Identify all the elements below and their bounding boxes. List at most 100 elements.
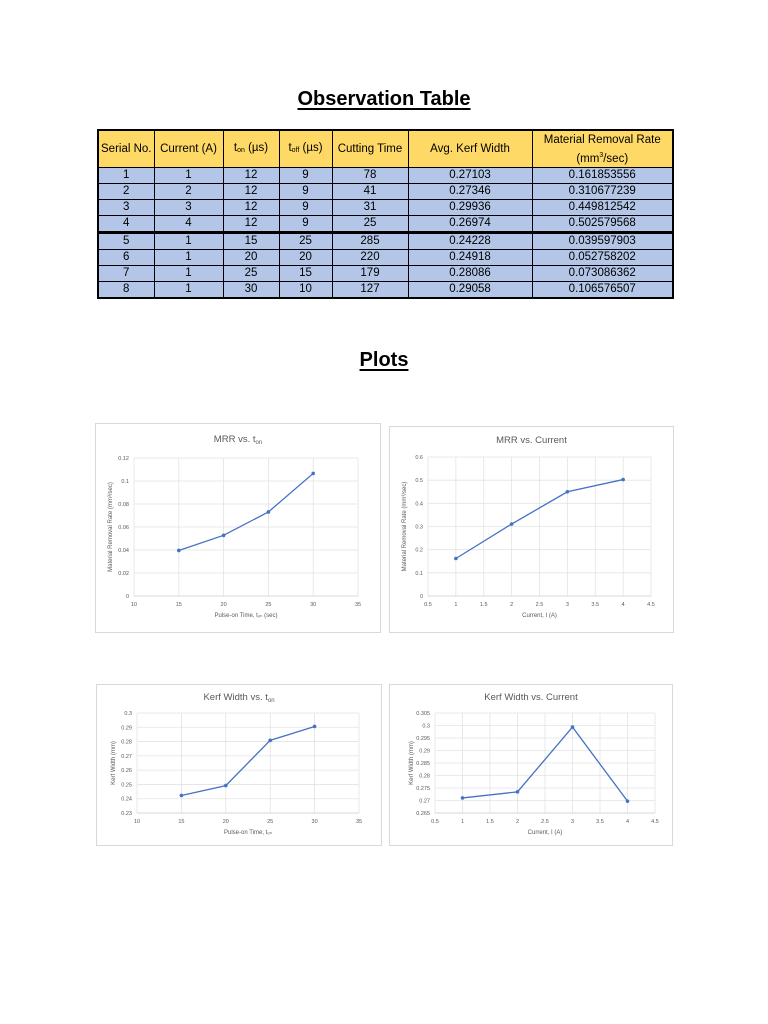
table-row: 5 1 15 25 285 0.24228 0.039597903 bbox=[97, 231, 674, 250]
data-point bbox=[221, 533, 226, 538]
table-row: 1 1 12 9 78 0.27103 0.161853556 bbox=[97, 167, 674, 184]
header-current: Current (A) bbox=[153, 129, 224, 168]
svg-text:0: 0 bbox=[126, 594, 129, 600]
svg-text:3.5: 3.5 bbox=[591, 602, 599, 608]
svg-text:4: 4 bbox=[622, 602, 625, 608]
x-axis-label: Pulse-on Time, tₒₙ bbox=[224, 830, 273, 836]
svg-text:0.27: 0.27 bbox=[121, 754, 132, 760]
cell-cutting-time: 25 bbox=[331, 215, 409, 233]
data-line bbox=[181, 725, 315, 797]
data-line bbox=[462, 726, 629, 802]
svg-text:0.2: 0.2 bbox=[415, 548, 423, 554]
chart-kerf-vs-ton: Kerf Width vs. ton 0.23 0.24 0.25 0.26 0.27 0.… bbox=[96, 684, 382, 846]
cell-serial-no: 5 bbox=[97, 231, 155, 250]
data-point bbox=[312, 724, 317, 729]
cell-t-off: 15 bbox=[278, 265, 333, 282]
svg-text:3.5: 3.5 bbox=[596, 819, 604, 825]
cell-current: 1 bbox=[153, 265, 224, 282]
svg-text:1: 1 bbox=[461, 819, 464, 825]
cell-avg-kerf-width: 0.26974 bbox=[407, 215, 533, 233]
chart-grid: 0.23 0.24 0.25 0.26 0.27 0.28 0.29 0.3 10 15 20 25 3… bbox=[121, 711, 362, 825]
cell-serial-no: 1 bbox=[97, 167, 155, 184]
svg-text:0.06: 0.06 bbox=[118, 525, 129, 531]
cell-cutting-time: 78 bbox=[331, 167, 409, 184]
data-point bbox=[625, 799, 630, 803]
chart-mrr-vs-ton: MRR vs. ton 0 0.02 0.04 0.06 0.08 0.1 0.12 10 15 2… bbox=[95, 423, 381, 633]
cell-mrr: 0.310677239 bbox=[531, 183, 674, 200]
svg-text:0.5: 0.5 bbox=[431, 819, 439, 825]
cell-mrr: 0.039597903 bbox=[531, 231, 674, 250]
cell-serial-no: 7 bbox=[97, 265, 155, 282]
cell-t-on: 20 bbox=[222, 249, 280, 266]
svg-text:0.27: 0.27 bbox=[419, 799, 430, 805]
svg-text:0.24: 0.24 bbox=[121, 797, 132, 803]
data-line bbox=[178, 472, 314, 552]
header-cutting-time: Cutting Time bbox=[331, 129, 409, 168]
data-point bbox=[224, 783, 228, 788]
data-point bbox=[515, 790, 520, 794]
header-t-off: toff (µs) bbox=[278, 129, 333, 168]
header-avg-kerf-width: Avg. Kerf Width bbox=[407, 129, 533, 168]
cell-t-off: 9 bbox=[278, 215, 333, 233]
svg-text:25: 25 bbox=[267, 819, 273, 825]
chart-grid: 0 0.02 0.04 0.06 0.08 0.1 0.12 10 15 20 25 30 35 bbox=[118, 456, 361, 608]
svg-text:2: 2 bbox=[510, 602, 513, 608]
svg-text:0.29: 0.29 bbox=[121, 725, 132, 731]
plots-title-text: Plots bbox=[359, 349, 409, 371]
svg-text:10: 10 bbox=[131, 602, 137, 608]
data-point bbox=[311, 471, 315, 476]
cell-mrr: 0.052758202 bbox=[531, 249, 674, 266]
observation-table: Serial No. Current (A) ton (µs) toff (µs… bbox=[97, 129, 674, 299]
cell-t-on: 12 bbox=[222, 215, 280, 233]
svg-text:0.1: 0.1 bbox=[121, 479, 129, 485]
svg-text:20: 20 bbox=[221, 602, 227, 608]
cell-cutting-time: 285 bbox=[331, 231, 409, 250]
svg-text:1.5: 1.5 bbox=[480, 602, 488, 608]
y-axis-label: Kerf Width (mm) bbox=[409, 741, 415, 785]
cell-mrr: 0.073086362 bbox=[531, 265, 674, 282]
x-axis-label: Pulse-on Time, tₒₙ (sec) bbox=[214, 613, 277, 619]
svg-text:30: 30 bbox=[310, 602, 316, 608]
table-header-row: Serial No. Current (A) ton (µs) toff (µs… bbox=[97, 129, 674, 168]
cell-serial-no: 2 bbox=[97, 183, 155, 200]
cell-cutting-time: 127 bbox=[331, 281, 409, 299]
chart-title: MRR vs. ton bbox=[214, 434, 262, 446]
cell-t-off: 9 bbox=[278, 199, 333, 216]
cell-t-on: 25 bbox=[222, 265, 280, 282]
svg-text:20: 20 bbox=[223, 819, 229, 825]
cell-current: 3 bbox=[153, 199, 224, 216]
svg-text:3: 3 bbox=[566, 602, 569, 608]
table-row: 6 1 20 20 220 0.24918 0.052758202 bbox=[97, 249, 674, 266]
cell-cutting-time: 41 bbox=[331, 183, 409, 200]
svg-text:2: 2 bbox=[516, 819, 519, 825]
header-serial-no: Serial No. bbox=[97, 129, 155, 168]
y-axis-label: Material Removal Rate (mm³/sec) bbox=[402, 482, 408, 572]
header-mrr: Material Removal Rate (mm3/sec) bbox=[531, 129, 674, 168]
header-t-on: ton (µs) bbox=[222, 129, 280, 168]
svg-text:2.5: 2.5 bbox=[541, 819, 549, 825]
y-axis-label: Kerf Width (mm) bbox=[111, 741, 117, 785]
svg-text:0.04: 0.04 bbox=[118, 548, 129, 554]
cell-current: 1 bbox=[153, 167, 224, 184]
x-axis-label: Current, I (A) bbox=[522, 613, 557, 619]
cell-avg-kerf-width: 0.27346 bbox=[407, 183, 533, 200]
cell-serial-no: 3 bbox=[97, 199, 155, 216]
svg-text:0.23: 0.23 bbox=[121, 811, 132, 817]
svg-text:4: 4 bbox=[626, 819, 629, 825]
cell-mrr: 0.449812542 bbox=[531, 199, 674, 216]
svg-text:0.3: 0.3 bbox=[422, 724, 430, 730]
data-point bbox=[177, 548, 181, 553]
chart-title: Kerf Width vs. Current bbox=[484, 692, 578, 703]
svg-text:0.08: 0.08 bbox=[118, 502, 129, 508]
plots-title: Plots bbox=[0, 349, 768, 372]
chart-title: MRR vs. Current bbox=[496, 435, 567, 446]
cell-t-on: 15 bbox=[222, 231, 280, 250]
cell-avg-kerf-width: 0.24228 bbox=[407, 231, 533, 250]
data-point bbox=[179, 793, 184, 798]
cell-serial-no: 8 bbox=[97, 281, 155, 299]
svg-text:0.285: 0.285 bbox=[416, 761, 430, 767]
svg-text:0: 0 bbox=[420, 594, 423, 600]
cell-t-off: 9 bbox=[278, 167, 333, 184]
cell-mrr: 0.502579568 bbox=[531, 215, 674, 233]
svg-text:0.5: 0.5 bbox=[415, 478, 423, 484]
